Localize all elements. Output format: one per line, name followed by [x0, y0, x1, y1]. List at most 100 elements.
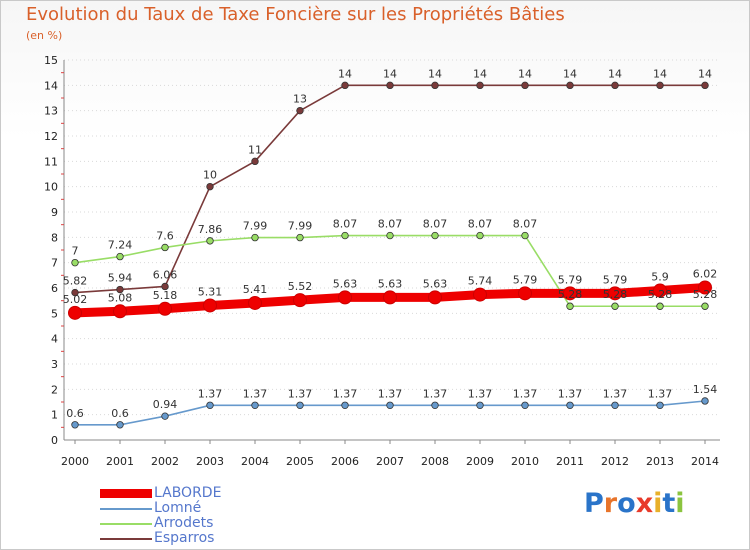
data-label-laborde: 5.63 [378, 277, 403, 290]
data-point-laborde [653, 283, 667, 298]
x-tick-label: 2013 [646, 455, 674, 468]
data-label-laborde: 5.63 [333, 277, 358, 290]
data-label-esparros: 13 [293, 93, 307, 106]
data-label-arrodets: 8.07 [378, 218, 403, 231]
logo-letter: t [662, 488, 676, 519]
data-label-lomne: 1.37 [288, 387, 313, 400]
data-label-lomne: 1.37 [513, 387, 538, 400]
data-label-arrodets: 5.28 [648, 288, 673, 301]
data-label-lomne: 1.37 [423, 387, 448, 400]
data-point-arrodets [206, 237, 214, 245]
x-tick-label: 2008 [421, 455, 449, 468]
data-point-lomne [341, 401, 349, 409]
x-tick-label: 2002 [151, 455, 179, 468]
data-point-esparros [206, 182, 214, 191]
data-label-esparros: 14 [608, 67, 622, 80]
data-label-laborde: 5.79 [603, 273, 628, 286]
data-label-arrodets: 8.07 [423, 218, 448, 231]
data-label-esparros: 14 [428, 67, 442, 80]
data-point-arrodets [611, 302, 619, 310]
y-tick-label: 2 [51, 383, 58, 396]
data-label-lomne: 1.37 [468, 387, 493, 400]
data-point-laborde [563, 286, 577, 301]
data-point-lomne [656, 401, 664, 409]
legend-swatch-lomne [100, 508, 152, 510]
data-label-esparros: 11 [248, 143, 262, 156]
data-label-arrodets: 7 [72, 245, 79, 258]
data-point-laborde [383, 290, 397, 305]
data-label-lomne: 1.37 [243, 387, 268, 400]
legend-label-arrodets: Arrodets [154, 515, 214, 531]
data-point-lomne [296, 401, 304, 409]
legend-swatch-arrodets [100, 523, 152, 525]
data-label-laborde: 6.02 [693, 267, 718, 280]
data-label-lomne: 1.37 [378, 387, 403, 400]
logo-letter: o [617, 488, 636, 519]
x-tick-label: 2000 [61, 455, 89, 468]
series-layer [68, 81, 712, 429]
y-tick-label: 12 [44, 130, 58, 143]
data-point-laborde [698, 280, 712, 295]
data-label-esparros: 14 [338, 67, 352, 80]
data-label-esparros: 14 [518, 67, 532, 80]
y-tick-label: 10 [44, 181, 58, 194]
x-tick-label: 2014 [691, 455, 719, 468]
data-point-laborde [158, 301, 172, 316]
data-label-lomne: 0.94 [153, 398, 178, 411]
legend-label-laborde: LABORDE [154, 485, 222, 501]
data-point-esparros [431, 81, 439, 90]
data-point-laborde [293, 293, 307, 308]
data-label-esparros: 6.06 [153, 268, 178, 281]
series-line-esparros [74, 84, 706, 294]
y-tick-label: 9 [51, 206, 58, 219]
data-label-arrodets: 5.28 [603, 288, 628, 301]
x-tick-label: 2003 [196, 455, 224, 468]
data-point-arrodets [116, 252, 124, 261]
data-label-esparros: 14 [473, 67, 487, 80]
y-tick-label: 0 [51, 434, 58, 447]
data-point-arrodets [566, 302, 574, 310]
data-point-arrodets [656, 302, 664, 310]
data-point-arrodets [251, 233, 259, 242]
y-tick-label: 8 [51, 231, 58, 244]
legend: LABORDE Lomné Arrodets Esparros [100, 486, 320, 546]
data-label-arrodets: 7.99 [288, 220, 313, 233]
y-tick-label: 1 [51, 409, 58, 422]
data-label-arrodets: 8.07 [513, 218, 538, 231]
legend-label-esparros: Esparros [154, 530, 215, 546]
legend-label-lomne: Lomné [154, 500, 202, 516]
proxiti-logo: Proxiti [584, 488, 685, 519]
data-label-lomne: 0.6 [111, 407, 129, 420]
data-label-lomne: 1.37 [198, 387, 223, 400]
data-point-laborde [203, 298, 217, 313]
data-point-esparros [116, 285, 124, 294]
data-point-laborde [68, 305, 82, 320]
data-labels-layer: 5.82 5.94 6.06 10 11 13 14 14 14 14 14 14 14 14 14 7 7.2… [63, 67, 718, 419]
data-point-esparros [701, 81, 709, 90]
data-point-arrodets [476, 231, 484, 240]
y-tick-label: 3 [51, 358, 58, 371]
data-point-lomne [566, 401, 574, 409]
data-point-esparros [251, 157, 259, 166]
data-point-lomne [71, 421, 79, 429]
data-point-lomne [701, 397, 709, 405]
x-tick-label: 2007 [376, 455, 404, 468]
data-point-arrodets [161, 243, 169, 252]
data-point-laborde [428, 290, 442, 305]
data-label-laborde: 5.9 [651, 271, 669, 284]
data-label-laborde: 5.41 [243, 283, 268, 296]
data-label-laborde: 5.79 [558, 273, 583, 286]
data-label-esparros: 14 [698, 67, 712, 80]
data-label-arrodets: 7.86 [198, 223, 223, 236]
data-label-laborde: 5.18 [153, 289, 178, 302]
x-tick-label: 2009 [466, 455, 494, 468]
legend-item-lomne: Lomné [100, 501, 320, 516]
data-point-lomne [476, 401, 484, 409]
data-point-arrodets [341, 231, 349, 240]
data-label-lomne: 1.37 [648, 387, 673, 400]
chart-subtitle: (en %) [26, 29, 63, 42]
y-tick-label: 11 [44, 155, 58, 168]
data-label-lomne: 1.37 [558, 387, 583, 400]
legend-swatch-laborde [100, 489, 152, 498]
data-label-lomne: 1.37 [603, 387, 628, 400]
